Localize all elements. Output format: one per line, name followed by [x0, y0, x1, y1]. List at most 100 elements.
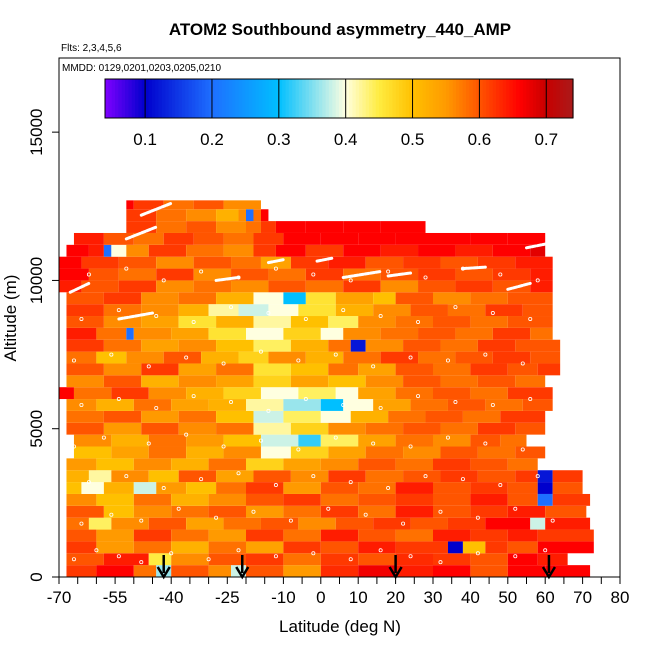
flight-track-markers: [68, 201, 558, 565]
track-line: [124, 225, 158, 241]
heatmap-cell: [223, 517, 261, 530]
colorbar-swatch: [369, 79, 374, 118]
track-point: [176, 506, 181, 511]
colorbar-swatch: [285, 79, 290, 118]
heatmap-cell: [507, 232, 546, 245]
heatmap-cell: [66, 470, 89, 483]
track-point: [191, 394, 196, 399]
heatmap-cell: [477, 470, 516, 483]
heatmap-cell: [260, 517, 299, 530]
track-point: [408, 554, 413, 559]
track-point: [214, 515, 219, 520]
heatmap-cell: [395, 232, 433, 245]
colorbar-swatch: [486, 79, 491, 118]
heatmap-cell: [530, 517, 546, 530]
heatmap-cell: [470, 232, 508, 245]
heatmap-cell: [141, 292, 179, 305]
track-point: [535, 278, 540, 283]
heatmap-cell: [133, 493, 172, 506]
heatmap-cell: [253, 316, 291, 328]
x-axis: -70 -55 -40 -25 -10 0 10 20 30 40 50 60 70 80: [47, 576, 629, 607]
track-point: [348, 278, 353, 283]
heatmap-cell: [403, 446, 441, 459]
heatmap-cell: [365, 339, 404, 352]
heatmap-cell: [148, 553, 172, 566]
heatmap-cell: [492, 268, 531, 281]
heatmap-cell: [133, 529, 172, 542]
heatmap-cell: [328, 316, 359, 328]
colorbar-swatch: [158, 79, 163, 118]
track-point: [71, 557, 76, 562]
heatmap-cell: [163, 200, 194, 210]
heatmap-cell: [253, 232, 284, 245]
colorbar-swatch: [215, 79, 220, 118]
heatmap-cell: [66, 375, 104, 388]
heatmap-cell: [320, 565, 359, 577]
heatmap-cell: [193, 200, 224, 210]
heatmap-cell: [343, 280, 381, 293]
colorbar-swatch: [476, 79, 480, 118]
heatmap-cell: [223, 244, 254, 257]
heatmap-cell: [283, 541, 321, 554]
colorbar-swatch: [506, 79, 511, 118]
heatmap-cell: [395, 482, 433, 494]
heatmap-cell: [290, 375, 329, 388]
heatmap-cell: [298, 387, 336, 400]
track-point: [333, 352, 338, 357]
track-point: [378, 314, 383, 319]
heatmap-cell: [425, 410, 463, 423]
colorbar-tick-label: 0.2: [200, 130, 224, 149]
heatmap-cell: [163, 232, 194, 245]
heatmap-cell: [126, 327, 134, 340]
heatmap-cell: [380, 351, 419, 364]
track-line: [341, 270, 383, 279]
track-point: [184, 432, 189, 437]
track-line: [506, 281, 532, 291]
heatmap-cell: [395, 541, 433, 554]
track-point: [341, 308, 346, 313]
track-line: [139, 201, 173, 217]
heatmap-cell: [178, 292, 217, 305]
heatmap-cell: [470, 458, 508, 471]
heatmap-cell: [81, 280, 119, 293]
heatmap-cell: [522, 399, 553, 411]
heatmap-cell: [380, 280, 419, 293]
x-tick-label: -70: [47, 588, 72, 607]
heatmap-cell: [485, 517, 531, 530]
colorbar-swatch: [532, 79, 537, 118]
heatmap-cell: [103, 304, 142, 317]
colorbar-swatch: [161, 79, 166, 118]
heatmap-cell: [290, 339, 329, 352]
heatmap-cell: [537, 493, 553, 506]
track-point: [475, 551, 480, 556]
colorbar-swatch: [201, 79, 206, 118]
colorbar-swatch: [375, 79, 380, 118]
heatmap-cell: [470, 316, 508, 328]
heatmap-cell: [96, 493, 134, 506]
heatmap-cell: [133, 505, 172, 518]
heatmap-cell: [477, 422, 516, 435]
heatmap-cell: [171, 541, 209, 554]
heatmap-cell: [335, 387, 359, 400]
heatmap-cell: [103, 244, 112, 257]
colorbar-swatch: [395, 79, 400, 118]
heatmap-cell: [447, 304, 486, 317]
colorbar-swatch: [328, 79, 333, 118]
heatmap-cell: [216, 221, 246, 233]
track-line: [461, 265, 487, 271]
track-point: [79, 316, 84, 321]
colorbar-swatch: [519, 79, 524, 118]
heatmap-cell: [66, 304, 104, 317]
heatmap-cell: [433, 458, 471, 471]
heatmap-cell: [148, 446, 187, 459]
heatmap-cell: [433, 529, 471, 542]
heatmap-cell: [485, 399, 523, 411]
track-point: [71, 444, 76, 449]
heatmap-cell: [298, 517, 336, 530]
heatmap-cell: [96, 351, 127, 364]
heatmap-cell: [358, 458, 396, 471]
heatmap-cell: [178, 304, 209, 317]
track-point: [109, 512, 114, 517]
heatmap-cell: [343, 327, 381, 340]
heatmap-cell: [507, 482, 538, 494]
